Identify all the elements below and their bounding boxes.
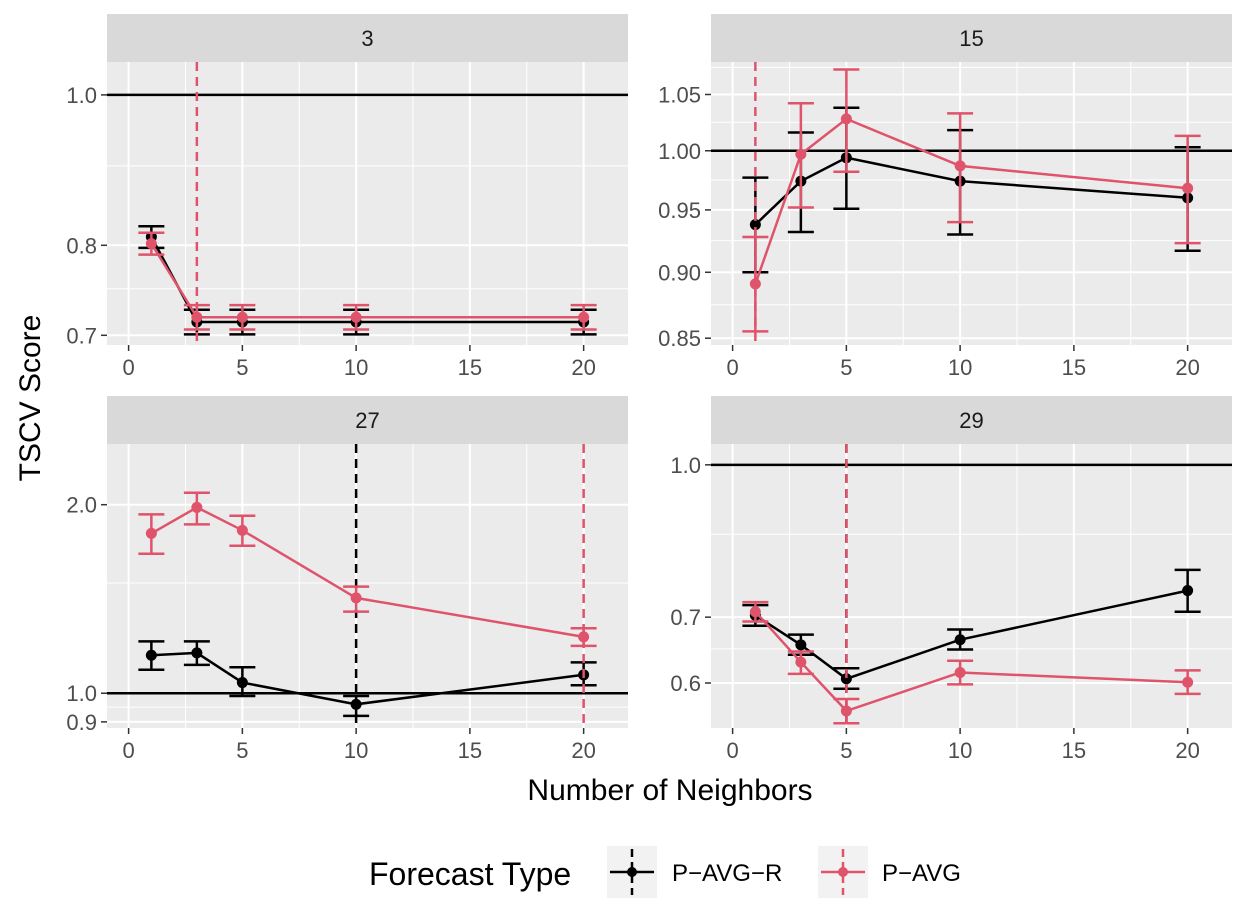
data-point	[236, 677, 248, 689]
x-tick-label: 10	[948, 355, 972, 380]
y-tick-label: 0.90	[658, 260, 701, 285]
data-point	[191, 501, 203, 513]
x-tick-label: 15	[458, 355, 482, 380]
strip-label: 3	[361, 26, 373, 51]
data-point	[1182, 585, 1194, 597]
strip-background	[711, 396, 1232, 444]
y-tick-label: 1.00	[658, 139, 701, 164]
y-tick-label: 0.7	[66, 323, 97, 348]
data-point	[749, 278, 761, 290]
data-point	[954, 666, 966, 678]
panel-29: 29 0 5 10 15 20 0.6 0.7 1.0	[670, 396, 1232, 763]
legend-key-p-avg	[818, 846, 868, 898]
x-tick-label: 20	[1175, 738, 1199, 763]
x-tick-label: 20	[571, 738, 595, 763]
x-tick-label: 10	[344, 738, 368, 763]
y-tick-label: 1.0	[670, 453, 701, 478]
y-tick-label: 0.85	[658, 326, 701, 351]
x-tick-label: 10	[344, 355, 368, 380]
data-point	[954, 160, 966, 172]
panel-background	[107, 62, 628, 345]
data-point	[749, 219, 761, 231]
legend-title: Forecast Type	[369, 856, 571, 892]
y-axis-title: TSCV Score	[14, 315, 47, 482]
data-point	[578, 631, 590, 643]
y-tick-label: 2.0	[66, 493, 97, 518]
legend-key-p-avg-r	[607, 846, 657, 898]
panel-15: 15 0 5 10 15 20 0.85 0.90 0.95 1.00 1.05	[658, 14, 1232, 380]
x-tick-label: 15	[458, 738, 482, 763]
strip-background	[711, 14, 1232, 62]
data-point	[145, 527, 157, 539]
data-point	[749, 606, 761, 618]
data-point	[145, 238, 157, 250]
data-point	[236, 311, 248, 323]
y-tick-label: 0.7	[670, 605, 701, 630]
data-point	[191, 647, 203, 659]
data-point	[840, 705, 852, 717]
legend-label-p-avg-r: P−AVG−R	[672, 860, 782, 887]
x-tick-label: 0	[122, 355, 134, 380]
x-tick-label: 0	[726, 738, 738, 763]
x-tick-label: 15	[1062, 738, 1086, 763]
panel-background	[711, 62, 1232, 345]
series-p-avg	[742, 62, 1201, 345]
y-tick-label: 1.05	[658, 82, 701, 107]
data-point	[1182, 676, 1194, 688]
data-point	[578, 311, 590, 323]
data-point	[795, 148, 807, 160]
panel-27: 27 0 5 10 15 20 0.9 1.0 2.0	[66, 396, 628, 763]
y-tick-label: 0.9	[66, 710, 97, 735]
x-tick-label: 5	[840, 355, 852, 380]
y-tick-label: 0.6	[670, 671, 701, 696]
series-p-avg	[138, 444, 597, 728]
y-tick-label: 1.0	[66, 681, 97, 706]
x-tick-label: 20	[571, 355, 595, 380]
data-point	[145, 649, 157, 661]
legend-label-p-avg: P−AVG	[882, 860, 961, 887]
strip-label: 15	[959, 26, 983, 51]
strip-label: 27	[355, 408, 379, 433]
data-point	[795, 656, 807, 668]
data-point	[1182, 182, 1194, 194]
data-point	[840, 113, 852, 125]
y-tick-label: 1.0	[66, 83, 97, 108]
data-point	[350, 592, 362, 604]
strip-background	[107, 14, 628, 62]
x-axis-title: Number of Neighbors	[527, 774, 812, 807]
strip-background	[107, 396, 628, 444]
data-point	[795, 639, 807, 651]
x-tick-label: 0	[122, 738, 134, 763]
panel-3: 3 0 5 10 15 20 0.7 0.8 1.0	[66, 14, 628, 380]
x-tick-label: 5	[236, 355, 248, 380]
data-point	[191, 311, 203, 323]
data-point	[350, 698, 362, 710]
legend: Forecast Type P−AVG−R P−AVG	[369, 846, 961, 898]
strip-label: 29	[959, 408, 983, 433]
y-tick-label: 0.95	[658, 198, 701, 223]
series-p-avg	[138, 62, 597, 345]
x-tick-label: 5	[236, 738, 248, 763]
data-point	[954, 634, 966, 646]
data-point	[350, 311, 362, 323]
x-tick-label: 15	[1062, 355, 1086, 380]
series-p-avg-r	[138, 444, 597, 728]
data-point	[236, 524, 248, 536]
data-point	[840, 673, 852, 685]
x-tick-label: 10	[948, 738, 972, 763]
x-tick-label: 20	[1175, 355, 1199, 380]
x-tick-label: 0	[726, 355, 738, 380]
y-tick-label: 0.8	[66, 233, 97, 258]
series-p-avg	[742, 444, 1201, 728]
x-tick-label: 5	[840, 738, 852, 763]
